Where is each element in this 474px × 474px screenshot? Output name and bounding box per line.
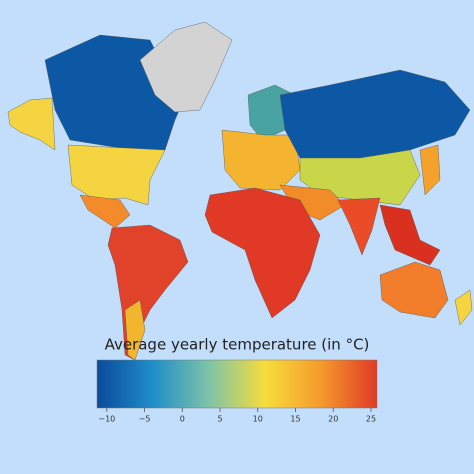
southeast-asia — [379, 204, 441, 266]
australia — [379, 261, 449, 319]
russia — [279, 69, 471, 159]
colorbar-tick-label: 20 — [328, 415, 338, 424]
alaska — [7, 97, 56, 151]
new-zealand — [454, 289, 473, 326]
africa — [204, 187, 321, 319]
colorbar-tick-label: 5 — [217, 415, 222, 424]
india — [337, 197, 381, 256]
colorbar-title: Average yearly temperature (in °C) — [105, 336, 370, 354]
colorbar-ticks: −10 −5 0 5 10 15 20 25 — [98, 408, 376, 424]
japan — [419, 144, 441, 196]
colorbar-tick-label: 0 — [180, 415, 185, 424]
europe — [221, 129, 301, 191]
colorbar-tick-label: 25 — [366, 415, 376, 424]
colorbar — [96, 359, 378, 409]
colorbar-tick-label: −5 — [139, 415, 151, 424]
usa — [67, 144, 166, 206]
colorbar-tick-label: −10 — [98, 415, 115, 424]
greenland — [139, 21, 233, 113]
southern-cone — [124, 299, 146, 361]
world-map — [7, 21, 473, 361]
colorbar-tick-label: 15 — [290, 415, 300, 424]
colorbar-tick-label: 10 — [253, 415, 263, 424]
